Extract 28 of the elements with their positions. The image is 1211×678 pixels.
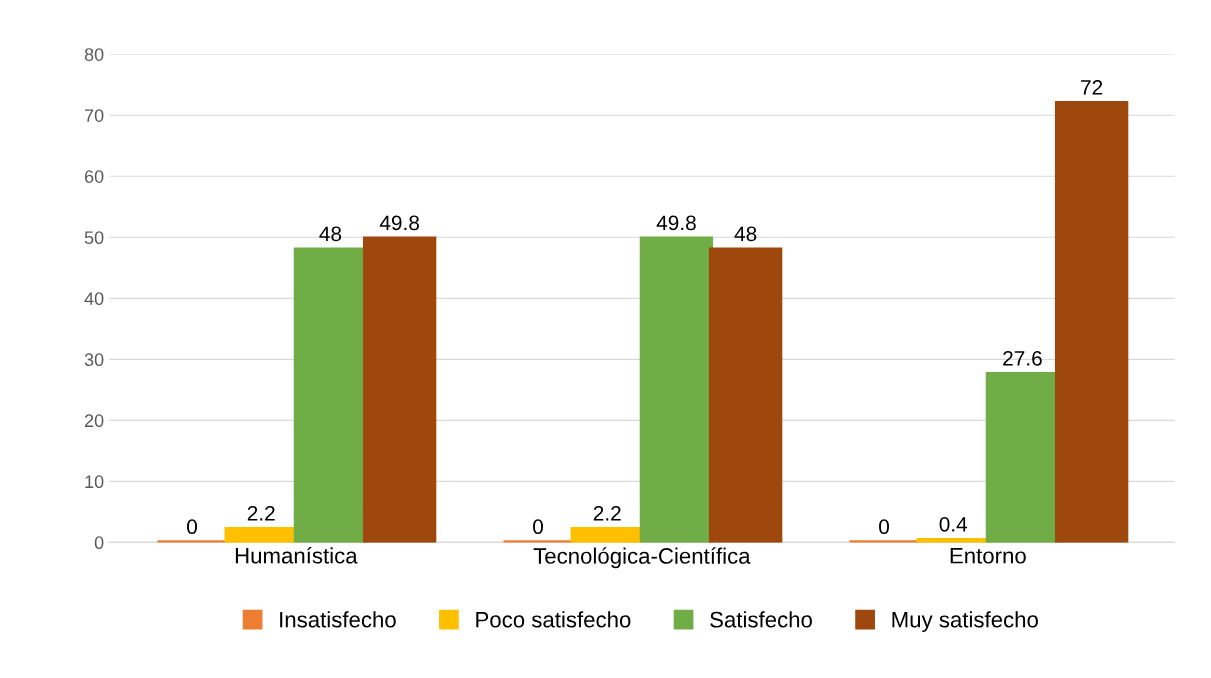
legend-label: Poco satisfecho [476, 611, 631, 628]
data-label: 27.6 [1003, 350, 1042, 366]
data-label: 49.8 [656, 215, 696, 231]
y-tick-label: 70 [84, 109, 104, 122]
legend-label: Muy satisfecho [892, 611, 1038, 632]
data-label: 0 [187, 519, 198, 535]
y-tick-label: 40 [84, 292, 104, 306]
legend-label: Satisfecho [710, 611, 812, 628]
x-tick-label: Humanística [235, 547, 358, 564]
x-tick-label: Tecnológica-Científica [533, 547, 751, 569]
y-tick-label: 30 [84, 353, 104, 367]
data-label: 0 [533, 519, 544, 535]
data-label: 0.4 [939, 516, 968, 532]
data-label: 48 [734, 226, 757, 242]
data-label: 0 [879, 519, 890, 535]
data-label: 48 [319, 226, 342, 242]
y-tick-label: 60 [84, 170, 104, 183]
data-label: 72 [1081, 80, 1103, 95]
y-tick-label: 80 [84, 48, 104, 61]
y-tick-label: 0 [94, 536, 104, 550]
data-label: 2.2 [593, 505, 621, 521]
y-tick-label: 20 [84, 414, 104, 428]
x-tick-label: Entorno [950, 548, 1026, 564]
y-tick-label: 50 [84, 231, 104, 245]
data-label: 2.2 [247, 505, 275, 521]
legend-label: Insatisfecho [280, 611, 396, 628]
data-label: 49.8 [379, 215, 419, 231]
y-tick-label: 10 [85, 475, 104, 489]
